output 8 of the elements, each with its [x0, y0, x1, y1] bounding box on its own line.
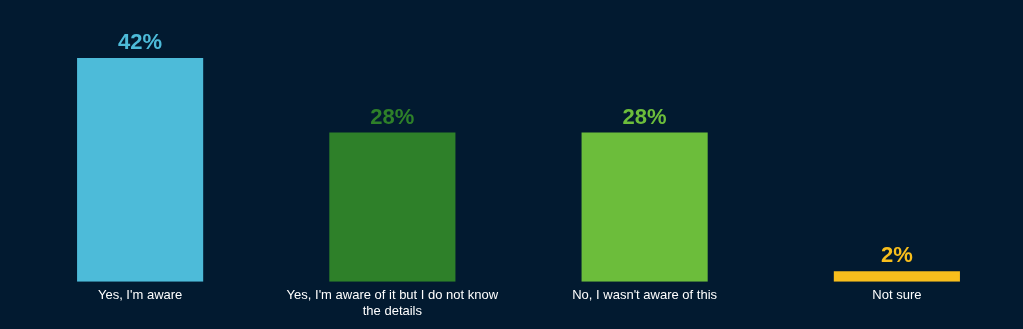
- x-tick-label: No, I wasn't aware of this: [572, 287, 718, 303]
- data-label: 28%: [622, 103, 667, 129]
- data-label: 28%: [370, 103, 415, 129]
- x-tick-label: Yes, I'm aware of it but I do not know the details: [286, 287, 499, 318]
- data-label: 2%: [880, 242, 913, 268]
- x-tick-label: Not sure: [872, 287, 922, 303]
- data-label: 42%: [118, 29, 163, 55]
- x-tick-label: Yes, I'm aware: [97, 287, 183, 303]
